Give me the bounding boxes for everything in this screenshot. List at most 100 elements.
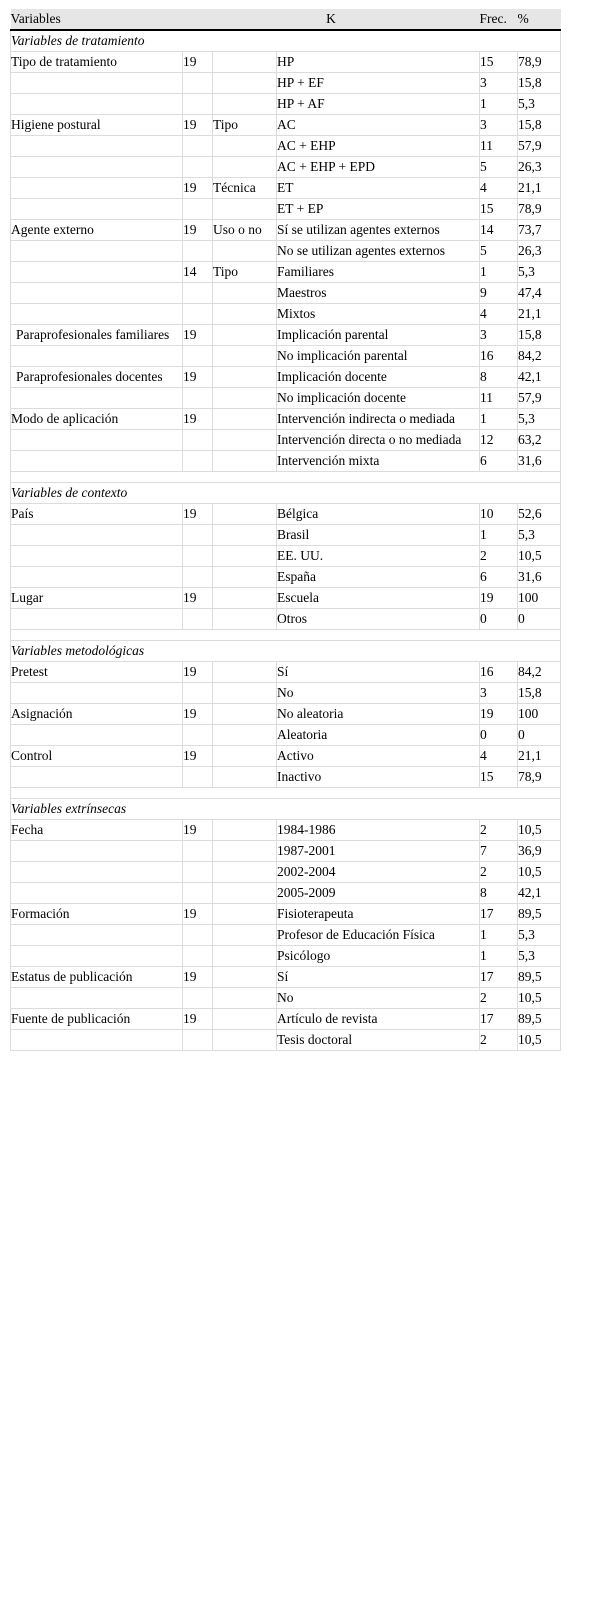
frequency-cell: 4 xyxy=(479,177,518,199)
variable-cell: País xyxy=(10,503,183,525)
category-cell: Intervención indirecta o mediada xyxy=(276,408,480,430)
variable-cell xyxy=(10,177,183,199)
variable-cell xyxy=(10,240,183,262)
category-cell: HP xyxy=(276,51,480,73)
percent-cell: 0 xyxy=(517,724,561,746)
percent-cell: 10,5 xyxy=(517,861,561,883)
k-cell xyxy=(182,682,213,704)
k-cell: 19 xyxy=(182,661,213,683)
percent-cell: 10,5 xyxy=(517,1029,561,1051)
subvariable-cell xyxy=(212,503,277,525)
section-header-row: Variables extrínsecas xyxy=(10,798,561,820)
percent-cell: 84,2 xyxy=(517,661,561,683)
frequency-cell: 15 xyxy=(479,51,518,73)
table-row: Modo de aplicación 19 Intervención indirec… xyxy=(10,408,561,430)
percent-cell: 47,4 xyxy=(517,282,561,304)
variable-cell xyxy=(10,282,183,304)
table-row: Brasil 1 5,3 xyxy=(10,524,561,546)
table-header: Variables K Frec. % xyxy=(10,9,561,31)
subvariable-cell xyxy=(212,840,277,862)
table-row: No 2 10,5 xyxy=(10,987,561,1009)
table-row: 14 Tipo Familiares 1 5,3 xyxy=(10,261,561,283)
table-row: ET + EP 15 78,9 xyxy=(10,198,561,220)
category-cell: Implicación docente xyxy=(276,366,480,388)
category-cell: HP + AF xyxy=(276,93,480,115)
variable-cell xyxy=(10,682,183,704)
percent-cell: 31,6 xyxy=(517,566,561,588)
subvariable-cell xyxy=(212,366,277,388)
category-cell: Activo xyxy=(276,745,480,767)
k-cell: 19 xyxy=(182,503,213,525)
percent-cell: 10,5 xyxy=(517,545,561,567)
k-cell: 19 xyxy=(182,366,213,388)
category-cell: AC xyxy=(276,114,480,136)
variable-cell xyxy=(10,524,183,546)
table-row: Formación 19 Fisioterapeuta 17 89,5 xyxy=(10,903,561,925)
table-row: Otros 0 0 xyxy=(10,608,561,630)
variable-cell xyxy=(10,135,183,157)
percent-cell: 15,8 xyxy=(517,682,561,704)
category-cell: Inactivo xyxy=(276,766,480,788)
frequency-cell: 6 xyxy=(479,566,518,588)
frequency-cell: 0 xyxy=(479,724,518,746)
category-cell: Brasil xyxy=(276,524,480,546)
subvariable-cell: Uso o no xyxy=(212,219,277,241)
percent-cell: 73,7 xyxy=(517,219,561,241)
percent-cell: 5,3 xyxy=(517,93,561,115)
variable-cell: Paraprofesionales docentes xyxy=(10,366,183,388)
category-cell: 1984-1986 xyxy=(276,819,480,841)
category-cell: Mixtos xyxy=(276,303,480,325)
frequency-cell: 8 xyxy=(479,366,518,388)
subvariable-cell xyxy=(212,608,277,630)
subvariable-cell xyxy=(212,72,277,94)
k-cell xyxy=(182,450,213,472)
subvariable-cell xyxy=(212,861,277,883)
variable-cell xyxy=(10,429,183,451)
k-cell: 19 xyxy=(182,703,213,725)
variable-cell: Agente externo xyxy=(10,219,183,241)
category-cell: Bélgica xyxy=(276,503,480,525)
variable-cell: Fecha xyxy=(10,819,183,841)
subvariable-cell xyxy=(212,882,277,904)
subvariable-cell xyxy=(212,345,277,367)
subvariable-cell: Tipo xyxy=(212,261,277,283)
percent-cell: 52,6 xyxy=(517,503,561,525)
frequency-cell: 1 xyxy=(479,261,518,283)
k-cell xyxy=(182,156,213,178)
frequency-cell: 10 xyxy=(479,503,518,525)
subvariable-cell xyxy=(212,303,277,325)
percent-cell: 57,9 xyxy=(517,387,561,409)
subvariable-cell xyxy=(212,682,277,704)
percent-cell: 26,3 xyxy=(517,240,561,262)
subvariable-cell xyxy=(212,745,277,767)
category-cell: No aleatoria xyxy=(276,703,480,725)
section-title: Variables de contexto xyxy=(10,482,561,504)
k-cell xyxy=(182,766,213,788)
variable-cell xyxy=(10,1029,183,1051)
percent-cell: 5,3 xyxy=(517,261,561,283)
k-cell: 19 xyxy=(182,745,213,767)
table-row: Higiene postural 19 Tipo AC 3 15,8 xyxy=(10,114,561,136)
percent-cell: 21,1 xyxy=(517,177,561,199)
variable-cell: Estatus de publicación xyxy=(10,966,183,988)
table-row: Mixtos 4 21,1 xyxy=(10,303,561,325)
k-cell xyxy=(182,93,213,115)
percent-cell: 0 xyxy=(517,608,561,630)
k-cell xyxy=(182,861,213,883)
table-row: Control 19 Activo 4 21,1 xyxy=(10,745,561,767)
category-cell: No implicación parental xyxy=(276,345,480,367)
variable-cell xyxy=(10,882,183,904)
category-cell: Intervención directa o no mediada xyxy=(276,429,480,451)
header-percent: % xyxy=(517,9,561,31)
variable-cell: Formación xyxy=(10,903,183,925)
percent-cell: 89,5 xyxy=(517,966,561,988)
variable-cell: Fuente de publicación xyxy=(10,1008,183,1030)
variable-cell xyxy=(10,450,183,472)
subvariable-cell xyxy=(212,282,277,304)
table-row: No implicación parental 16 84,2 xyxy=(10,345,561,367)
percent-cell: 21,1 xyxy=(517,303,561,325)
subvariable-cell xyxy=(212,387,277,409)
percent-cell: 78,9 xyxy=(517,198,561,220)
category-cell: Escuela xyxy=(276,587,480,609)
frequency-cell: 11 xyxy=(479,387,518,409)
